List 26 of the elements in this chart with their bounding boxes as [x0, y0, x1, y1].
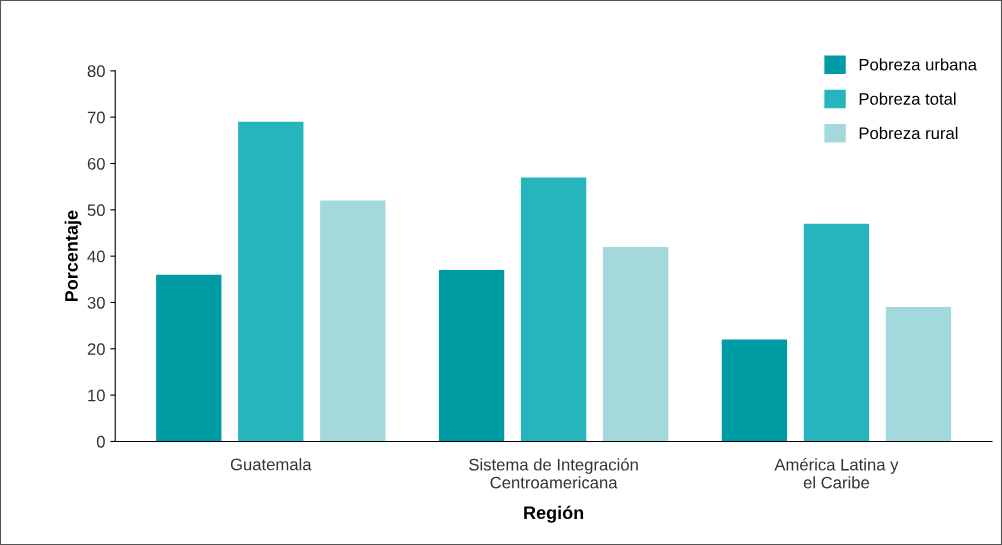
legend-label: Pobreza rural: [859, 126, 958, 140]
y-tick-label: 10: [88, 389, 105, 402]
legend-label: Pobreza urbana: [859, 58, 977, 71]
legend-label: Pobreza total: [859, 92, 956, 105]
y-tick-label: 70: [87, 111, 105, 124]
y-tick-label: 80: [87, 65, 105, 78]
y-tick-label: 30: [87, 296, 105, 309]
y-tick-label: 60: [87, 157, 105, 170]
bar: [803, 223, 870, 442]
bar: [238, 121, 304, 442]
y-tick-label: 0: [96, 435, 105, 448]
bar: [885, 307, 952, 442]
bar: [320, 200, 386, 442]
x-tick-label: América Latina y el Caribe: [774, 458, 899, 489]
x-tick-label: Guatemala: [230, 458, 312, 471]
bar: [438, 270, 505, 442]
y-tick-label: 20: [87, 343, 105, 355]
bar: [156, 274, 222, 442]
y-tick-label: 40: [87, 250, 105, 263]
bar: [721, 339, 788, 442]
x-tick-label: Sistema de Integración Centroamericana: [469, 458, 638, 489]
x-axis-title: Región: [524, 505, 584, 523]
y-axis-title: Porcentaje: [64, 210, 82, 302]
bar: [520, 177, 587, 442]
y-tick-label: 50: [87, 204, 105, 217]
bar: [602, 246, 669, 442]
